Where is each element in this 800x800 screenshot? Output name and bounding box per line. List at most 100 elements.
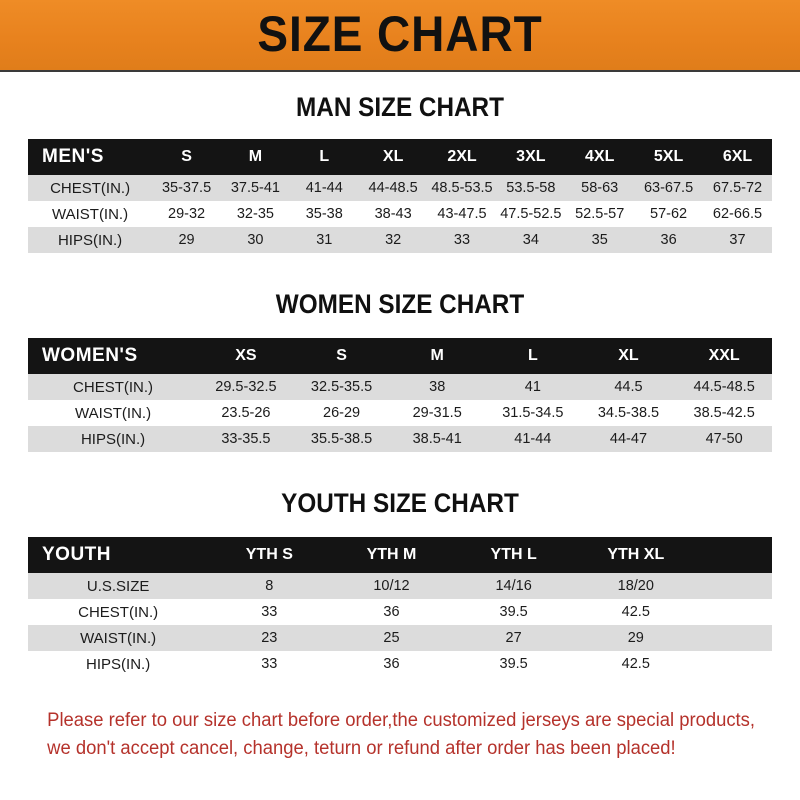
- women-row-label-waist: WAIST(IN.): [28, 400, 199, 426]
- table-cell: 35.5-38.5: [293, 426, 390, 452]
- table-cell: 34.5-38.5: [580, 400, 677, 426]
- table-cell: 63-67.5: [634, 175, 703, 201]
- youth-row-label-hips: HIPS(IN.): [28, 651, 209, 677]
- youth-row-label-us-size: U.S.SIZE: [28, 573, 209, 599]
- table-cell: 41: [485, 374, 581, 400]
- table-cell: 38.5-42.5: [676, 400, 772, 426]
- table-cell: 37: [703, 227, 772, 253]
- page-banner: SIZE CHART: [0, 0, 800, 72]
- women-size-header-s: S: [293, 338, 390, 374]
- youth-header-label: YOUTH: [28, 537, 209, 573]
- table-row: CHEST(IN.) 33 36 39.5 42.5: [28, 599, 772, 625]
- women-size-header-m: M: [389, 338, 486, 374]
- table-cell: 26-29: [293, 400, 390, 426]
- table-cell: 47.5-52.5: [496, 201, 566, 227]
- table-row: HIPS(IN.) 33-35.5 35.5-38.5 38.5-41 41-4…: [28, 426, 772, 452]
- women-row-label-chest: CHEST(IN.): [28, 374, 199, 400]
- disclaimer-line-2: we don't accept cancel, change, teturn o…: [47, 737, 676, 759]
- youth-section-title: YOUTH SIZE CHART: [281, 488, 519, 518]
- table-cell: 35-38: [289, 201, 359, 227]
- table-cell: 33: [208, 651, 331, 677]
- table-cell: 48.5-53.5: [427, 175, 497, 201]
- table-row: HIPS(IN.) 29 30 31 32 33 34 35 36 37: [28, 227, 772, 253]
- men-size-header-l: L: [289, 139, 359, 175]
- table-cell: 29-32: [152, 201, 221, 227]
- table-cell-spacer: [696, 625, 772, 651]
- men-size-header-6xl: 6XL: [703, 139, 772, 175]
- men-size-header-xl: XL: [358, 139, 428, 175]
- table-cell: 37.5-41: [220, 175, 290, 201]
- table-cell: 29.5-32.5: [198, 374, 294, 400]
- table-cell: 29: [574, 625, 697, 651]
- men-size-header-2xl: 2XL: [427, 139, 497, 175]
- table-cell: 44.5-48.5: [676, 374, 772, 400]
- women-size-header-xs: XS: [198, 338, 294, 374]
- table-cell: 39.5: [452, 599, 575, 625]
- men-row-label-waist: WAIST(IN.): [28, 201, 153, 227]
- table-row: CHEST(IN.) 35-37.5 37.5-41 41-44 44-48.5…: [28, 175, 772, 201]
- youth-size-table: YOUTH YTH S YTH M YTH L YTH XL U.S.SIZE …: [28, 537, 772, 677]
- table-cell: 38-43: [358, 201, 428, 227]
- table-cell: 35: [565, 227, 635, 253]
- table-cell-spacer: [696, 573, 772, 599]
- men-size-table: MEN'S S M L XL 2XL 3XL 4XL 5XL 6XL CHEST…: [28, 139, 772, 253]
- table-cell: 8: [208, 573, 331, 599]
- table-cell: 35-37.5: [152, 175, 221, 201]
- youth-row-label-chest: CHEST(IN.): [28, 599, 209, 625]
- table-cell: 41-44: [289, 175, 359, 201]
- men-size-header-s: S: [152, 139, 221, 175]
- women-size-header-xxl: XXL: [676, 338, 772, 374]
- table-cell: 32: [358, 227, 428, 253]
- table-cell: 36: [330, 599, 453, 625]
- page-title: SIZE CHART: [257, 6, 543, 62]
- table-cell-spacer: [696, 651, 772, 677]
- table-row: CHEST(IN.) 29.5-32.5 32.5-35.5 38 41 44.…: [28, 374, 772, 400]
- table-cell: 33: [208, 599, 331, 625]
- table-row: WAIST(IN.) 23.5-26 26-29 29-31.5 31.5-34…: [28, 400, 772, 426]
- table-cell: 34: [496, 227, 566, 253]
- table-cell: 14/16: [452, 573, 575, 599]
- table-cell: 29: [152, 227, 221, 253]
- table-cell-spacer: [696, 599, 772, 625]
- table-row: WAIST(IN.) 23 25 27 29: [28, 625, 772, 651]
- table-cell: 18/20: [574, 573, 697, 599]
- women-table-header-row: WOMEN'S XS S M L XL XXL: [28, 338, 772, 374]
- youth-size-header-l: YTH L: [452, 537, 575, 573]
- men-row-label-chest: CHEST(IN.): [28, 175, 153, 201]
- table-cell: 58-63: [565, 175, 635, 201]
- youth-size-header-s: YTH S: [208, 537, 331, 573]
- men-size-header-4xl: 4XL: [565, 139, 635, 175]
- men-table-header-row: MEN'S S M L XL 2XL 3XL 4XL 5XL 6XL: [28, 139, 772, 175]
- youth-size-header-xl: YTH XL: [574, 537, 697, 573]
- table-cell: 33-35.5: [198, 426, 294, 452]
- disclaimer-note: Please refer to our size chart before or…: [20, 707, 757, 762]
- women-size-header-xl: XL: [580, 338, 677, 374]
- men-size-header-5xl: 5XL: [634, 139, 703, 175]
- table-cell: 36: [634, 227, 703, 253]
- table-cell: 25: [330, 625, 453, 651]
- women-size-header-l: L: [485, 338, 581, 374]
- table-cell: 43-47.5: [427, 201, 497, 227]
- table-cell: 67.5-72: [703, 175, 772, 201]
- women-section-title: WOMEN SIZE CHART: [275, 289, 525, 319]
- table-cell: 23.5-26: [198, 400, 294, 426]
- women-size-table: WOMEN'S XS S M L XL XXL CHEST(IN.) 29.5-…: [28, 338, 772, 452]
- table-cell: 38.5-41: [389, 426, 486, 452]
- table-cell: 29-31.5: [389, 400, 486, 426]
- table-cell: 41-44: [485, 426, 581, 452]
- table-cell: 52.5-57: [565, 201, 635, 227]
- table-cell: 31.5-34.5: [485, 400, 581, 426]
- table-cell: 32-35: [220, 201, 290, 227]
- men-size-header-3xl: 3XL: [496, 139, 566, 175]
- men-section-title: MAN SIZE CHART: [296, 92, 504, 122]
- table-cell: 33: [427, 227, 497, 253]
- table-cell: 31: [289, 227, 359, 253]
- men-header-label: MEN'S: [28, 139, 153, 175]
- youth-header-spacer: [696, 537, 772, 573]
- table-cell: 44-47: [580, 426, 677, 452]
- table-row: HIPS(IN.) 33 36 39.5 42.5: [28, 651, 772, 677]
- table-cell: 39.5: [452, 651, 575, 677]
- table-cell: 23: [208, 625, 331, 651]
- men-size-header-m: M: [220, 139, 290, 175]
- table-cell: 36: [330, 651, 453, 677]
